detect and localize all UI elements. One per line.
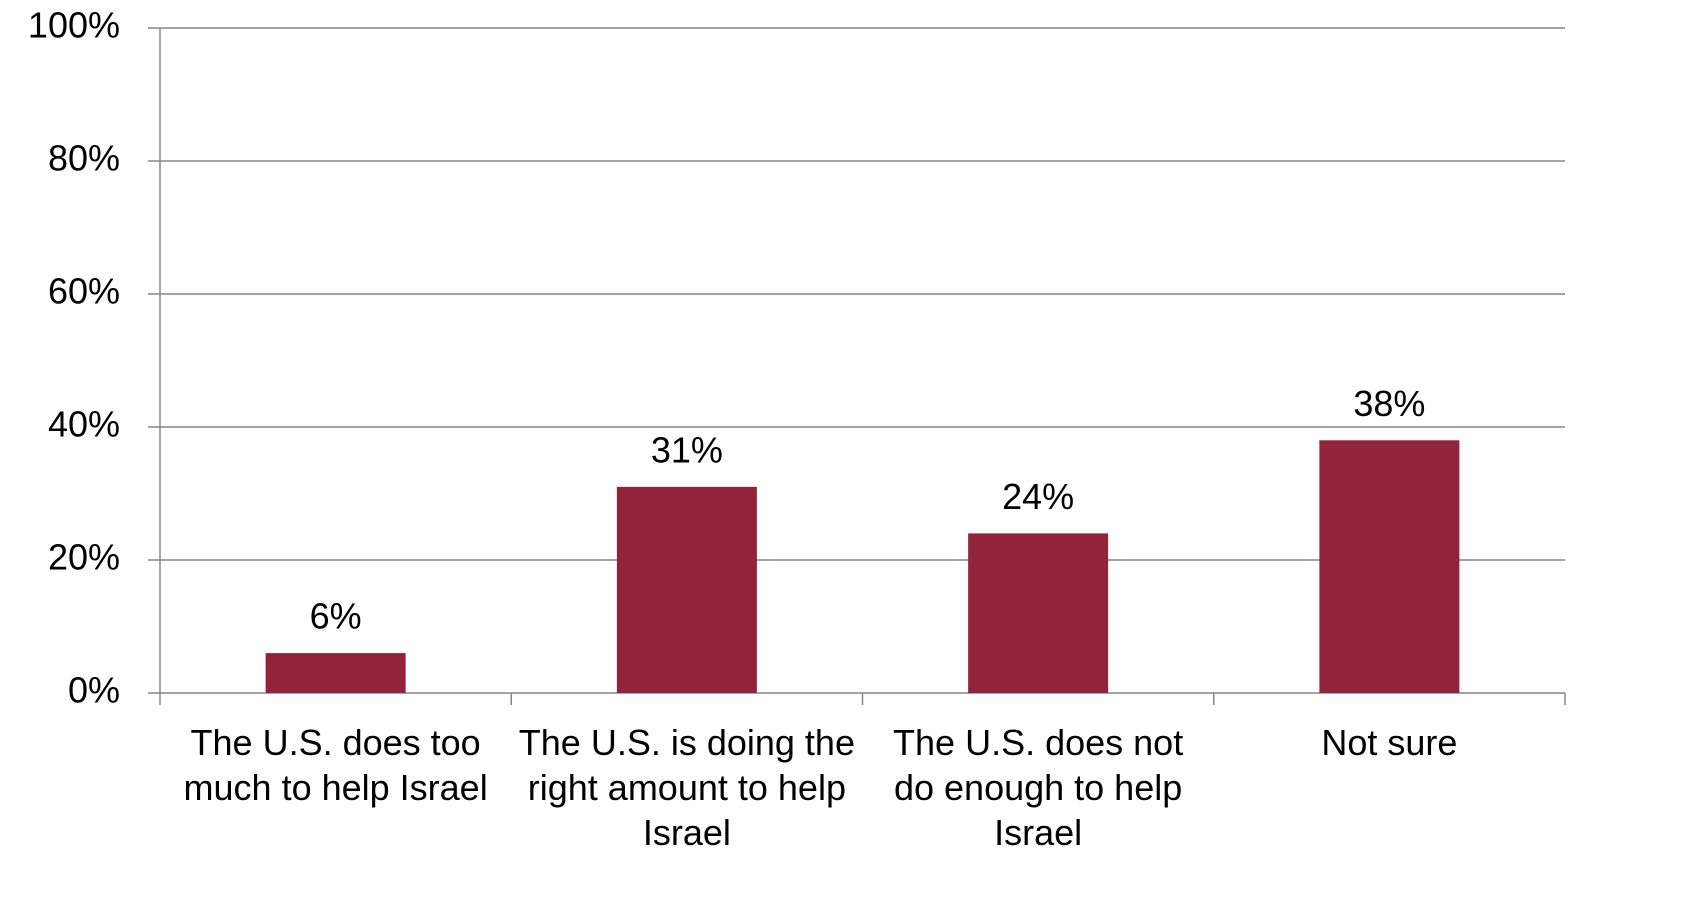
bar [265, 653, 406, 693]
bar [1319, 440, 1460, 693]
y-tick-label: 40% [48, 404, 120, 445]
data-label: 6% [310, 596, 362, 637]
y-tick-label: 100% [28, 5, 120, 46]
bar [968, 533, 1109, 693]
x-tick-label: The U.S. is doing the right amount to he… [518, 722, 855, 853]
y-tick-label: 0% [68, 670, 120, 711]
bar [616, 486, 757, 693]
data-label: 38% [1353, 383, 1425, 424]
data-label: 31% [651, 429, 723, 470]
y-tick-label: 80% [48, 138, 120, 179]
x-tick-label: The U.S. does not do enough to help Isra… [893, 722, 1184, 853]
x-tick-label: Not sure [1321, 722, 1458, 763]
x-tick-label: The U.S. does too much to help Israel [183, 722, 488, 808]
y-tick-label: 60% [48, 271, 120, 312]
y-tick-label: 20% [48, 537, 120, 578]
data-label: 24% [1002, 476, 1074, 517]
